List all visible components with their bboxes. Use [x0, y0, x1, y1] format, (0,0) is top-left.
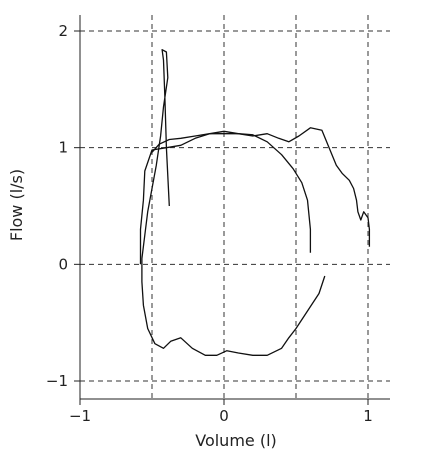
y-tick-label: 2 [58, 22, 68, 40]
series-line-1 [141, 49, 326, 356]
x-tick-label: 0 [219, 407, 229, 425]
axis-ticks: −1 0 1 −1 0 1 2 [46, 22, 373, 425]
series-line-2 [139, 133, 312, 265]
grid-lines [79, 15, 390, 399]
y-tick-label: 1 [58, 139, 68, 157]
data-series [139, 49, 371, 356]
y-tick-label: 0 [58, 255, 68, 273]
series-line-3 [151, 127, 371, 247]
x-tick-label: −1 [69, 407, 91, 425]
axes [79, 15, 390, 400]
y-tick-label: −1 [46, 372, 68, 390]
x-axis-title: Volume (l) [195, 431, 277, 450]
y-axis-title: Flow (l/s) [7, 169, 26, 241]
x-tick-label: 1 [363, 407, 373, 425]
